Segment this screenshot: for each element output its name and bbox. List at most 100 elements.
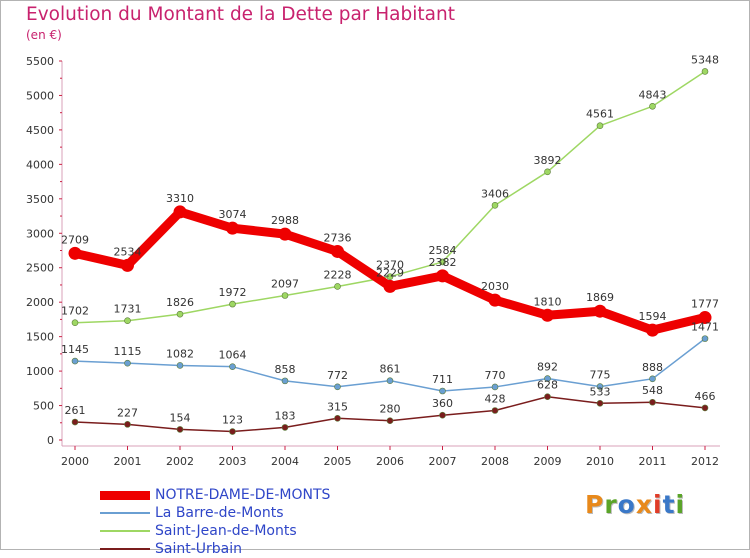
data-point-saint-jean-de-monts — [386, 273, 394, 280]
data-point-saint-urbain — [491, 407, 499, 414]
data-label-saint-urbain: 315 — [327, 400, 348, 413]
data-label-la-barre-de-monts: 1471 — [691, 321, 719, 334]
data-point-saint-jean-de-monts — [281, 292, 289, 299]
data-point-saint-urbain — [124, 421, 131, 428]
data-point-saint-urbain — [176, 426, 184, 433]
data-label-notre-dame-de-monts: 2534 — [114, 245, 142, 258]
data-point-notre-dame-de-monts — [278, 227, 292, 241]
data-point-la-barre-de-monts — [649, 375, 656, 383]
data-point-saint-urbain — [439, 411, 446, 419]
data-point-saint-jean-de-monts — [439, 258, 446, 266]
data-label-notre-dame-de-monts: 2030 — [481, 280, 509, 293]
data-point-saint-urbain — [386, 417, 394, 425]
data-point-saint-urbain — [596, 399, 604, 407]
data-label-saint-jean-de-monts: 5348 — [691, 53, 719, 66]
data-label-la-barre-de-monts: 1115 — [114, 345, 142, 358]
data-label-notre-dame-de-monts: 2736 — [324, 231, 352, 244]
data-point-saint-jean-de-monts — [229, 300, 236, 308]
x-tick-label: 2002 — [166, 455, 194, 468]
data-label-saint-urbain: 628 — [537, 379, 558, 392]
data-point-saint-urbain — [281, 424, 289, 431]
legend-label: La Barre-de-Monts — [155, 505, 284, 521]
data-point-notre-dame-de-monts — [331, 244, 344, 258]
data-point-notre-dame-de-monts — [488, 293, 502, 307]
x-tick-label: 2010 — [586, 455, 614, 468]
data-label-saint-urbain: 227 — [117, 406, 138, 419]
legend-item-notre-dame-de-monts: NOTRE-DAME-DE-MONTS — [100, 486, 330, 504]
data-point-saint-jean-de-monts — [649, 102, 656, 110]
data-label-notre-dame-de-monts: 2988 — [271, 214, 299, 227]
data-label-notre-dame-de-monts: 1777 — [691, 298, 719, 311]
data-label-saint-jean-de-monts: 4561 — [586, 108, 614, 121]
y-tick-label: 4500 — [26, 124, 54, 137]
data-point-la-barre-de-monts — [124, 359, 131, 367]
y-tick-label: 5000 — [26, 89, 54, 102]
data-label-la-barre-de-monts: 711 — [432, 373, 453, 386]
x-tick-label: 2003 — [219, 455, 247, 468]
data-label-saint-urbain: 360 — [432, 397, 453, 410]
legend-item-saint-urbain: Saint-Urbain — [100, 540, 330, 558]
data-label-notre-dame-de-monts: 1594 — [639, 310, 667, 323]
y-tick-label: 500 — [33, 400, 54, 413]
data-label-saint-urbain: 466 — [695, 390, 716, 403]
data-label-notre-dame-de-monts: 3074 — [219, 208, 247, 221]
data-point-saint-jean-de-monts — [334, 283, 341, 290]
y-tick-label: 3500 — [26, 193, 54, 206]
x-tick-label: 2012 — [691, 455, 719, 468]
y-tick-label: 1000 — [26, 365, 54, 378]
data-point-la-barre-de-monts — [71, 357, 79, 365]
data-point-la-barre-de-monts — [176, 362, 184, 369]
data-label-saint-jean-de-monts: 3406 — [481, 187, 509, 200]
data-point-notre-dame-de-monts — [68, 246, 82, 260]
data-label-notre-dame-de-monts: 2229 — [376, 266, 404, 279]
chart-unit: (en €) — [26, 28, 62, 42]
data-label-saint-urbain: 548 — [642, 384, 663, 397]
data-point-la-barre-de-monts — [701, 335, 709, 342]
data-label-saint-urbain: 261 — [65, 404, 86, 417]
data-point-saint-jean-de-monts — [176, 310, 184, 318]
data-point-notre-dame-de-monts — [383, 279, 397, 293]
data-point-saint-jean-de-monts — [124, 317, 131, 325]
data-label-saint-jean-de-monts: 2370 — [376, 259, 404, 272]
data-label-la-barre-de-monts: 1082 — [166, 347, 194, 360]
data-label-la-barre-de-monts: 1064 — [219, 349, 247, 362]
legend-label: Saint-Jean-de-Monts — [155, 523, 297, 539]
data-point-notre-dame-de-monts — [646, 323, 659, 337]
data-point-saint-urbain — [229, 428, 236, 435]
legend-swatch — [100, 512, 150, 514]
data-label-saint-jean-de-monts: 4843 — [639, 88, 667, 101]
data-point-saint-urbain — [649, 398, 656, 406]
legend-swatch — [100, 548, 150, 550]
data-point-la-barre-de-monts — [334, 383, 341, 391]
data-label-la-barre-de-monts: 892 — [537, 361, 558, 374]
data-point-saint-urbain — [71, 418, 79, 426]
data-label-saint-jean-de-monts: 2584 — [429, 244, 457, 257]
x-tick-label: 2001 — [114, 455, 142, 468]
data-label-la-barre-de-monts: 1145 — [61, 343, 89, 356]
data-point-saint-jean-de-monts — [71, 319, 79, 327]
data-label-saint-jean-de-monts: 1702 — [61, 305, 89, 318]
legend-swatch — [100, 530, 150, 532]
data-point-saint-jean-de-monts — [491, 201, 499, 209]
x-tick-label: 2009 — [534, 455, 562, 468]
y-tick-label: 5500 — [26, 55, 54, 68]
legend-label: Saint-Urbain — [155, 541, 243, 557]
x-tick-label: 2000 — [61, 455, 89, 468]
y-tick-label: 1500 — [26, 331, 54, 344]
data-label-saint-urbain: 123 — [222, 414, 243, 427]
data-point-notre-dame-de-monts — [541, 308, 554, 322]
data-label-la-barre-de-monts: 775 — [590, 369, 611, 382]
data-point-saint-jean-de-monts — [701, 68, 709, 75]
data-point-la-barre-de-monts — [386, 377, 394, 384]
data-label-saint-jean-de-monts: 1972 — [219, 286, 247, 299]
data-point-notre-dame-de-monts — [121, 258, 134, 272]
data-label-saint-urbain: 183 — [275, 409, 296, 422]
legend-item-saint-jean-de-monts: Saint-Jean-de-Monts — [100, 522, 330, 540]
data-label-notre-dame-de-monts: 2382 — [429, 256, 457, 269]
data-point-saint-urbain — [701, 404, 709, 412]
y-tick-label: 2000 — [26, 296, 54, 309]
legend-item-la-barre-de-monts: La Barre-de-Monts — [100, 504, 330, 522]
data-point-la-barre-de-monts — [491, 383, 499, 391]
data-point-notre-dame-de-monts — [593, 304, 607, 318]
